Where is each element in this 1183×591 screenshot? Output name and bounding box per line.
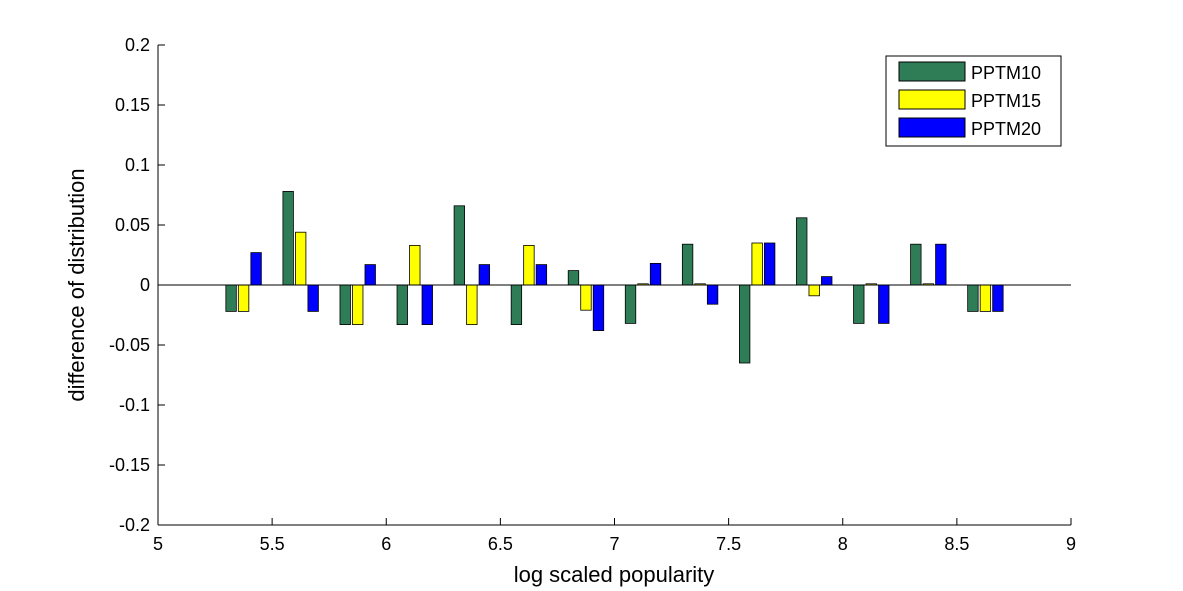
- x-tick-label: 7.5: [716, 534, 741, 554]
- bar-pptm10-11: [853, 284, 865, 324]
- bar-pptm20-0: [250, 252, 262, 286]
- bar-pptm10-12: [910, 243, 922, 286]
- bar-pptm10-3: [396, 284, 408, 325]
- y-tick-label: 0.05: [115, 215, 150, 235]
- x-tick-label: 8.5: [944, 534, 969, 554]
- bar-pptm20-11: [878, 284, 890, 324]
- bar-pptm10-7: [624, 284, 637, 324]
- bar-pptm10-4: [453, 205, 465, 286]
- x-tick-label: 5.5: [260, 534, 285, 554]
- legend: PPTM10 PPTM15 PPTM20: [885, 55, 1062, 147]
- bar-pptm10-8: [681, 243, 694, 286]
- y-tick-label: 0: [140, 275, 150, 295]
- bar-pptm10-2: [339, 284, 351, 325]
- legend-item-pptm15: PPTM15: [898, 89, 1041, 111]
- y-tick-label: -0.2: [119, 515, 150, 535]
- legend-label-pptm10: PPTM10: [971, 63, 1041, 83]
- legend-item-pptm20: PPTM20: [898, 117, 1041, 139]
- x-tick-label: 6: [381, 534, 391, 554]
- bar-pptm20-1: [307, 284, 319, 312]
- legend-label-pptm20: PPTM20: [971, 119, 1041, 139]
- y-tick-label: -0.05: [109, 335, 150, 355]
- x-tick-label: 9: [1066, 534, 1076, 554]
- bar-pptm15-1: [295, 231, 307, 286]
- bar-pptm15-2: [352, 284, 364, 325]
- y-tick-label: 0.2: [125, 35, 150, 55]
- bar-pptm10-1: [282, 190, 294, 286]
- bar-pptm10-9: [739, 284, 751, 364]
- y-tick-label: 0.15: [115, 95, 150, 115]
- bar-pptm20-8: [706, 284, 719, 305]
- legend-label-pptm15: PPTM15: [971, 91, 1041, 111]
- bar-pptm15-10: [808, 284, 820, 297]
- bar-pptm10-0: [225, 284, 237, 312]
- bar-pptm20-10: [821, 276, 833, 286]
- bar-pptm20-12: [935, 243, 947, 286]
- bar-pptm20-13: [992, 284, 1004, 312]
- bar-pptm15-13: [979, 284, 992, 312]
- y-tick-label: 0.1: [125, 155, 150, 175]
- y-tick-label: -0.1: [119, 395, 150, 415]
- bar-pptm10-10: [796, 217, 808, 286]
- bar-pptm15-0: [237, 284, 250, 312]
- bar-pptm15-6: [580, 284, 592, 311]
- y-ticks-group: -0.2 -0.15 -0.1 -0.05 0 0.05 0.1 0.15 0.2: [109, 35, 165, 535]
- x-tick-label: 6.5: [488, 534, 513, 554]
- bar-pptm20-3: [421, 284, 433, 325]
- legend-swatch-pptm10: [898, 61, 966, 82]
- bar-pptm15-3: [409, 244, 421, 286]
- bar-pptm20-6: [592, 284, 605, 331]
- y-axis-title: difference of distribution: [64, 168, 89, 401]
- bar-pptm15-9: [751, 242, 763, 286]
- x-ticks-group: 5 5.5 6 6.5 7 7.5 8 8.5 9: [153, 518, 1076, 554]
- bar-pptm20-4: [478, 264, 490, 286]
- bar-pptm15-5: [523, 244, 535, 286]
- x-tick-label: 7: [609, 534, 619, 554]
- bar-pptm20-5: [535, 264, 548, 286]
- y-tick-label: -0.15: [109, 455, 150, 475]
- bar-pptm20-9: [764, 242, 776, 286]
- bar-pptm10-6: [567, 270, 580, 286]
- bar-pptm20-2: [364, 264, 376, 286]
- bar-pptm15-4: [466, 284, 478, 325]
- bar-pptm10-13: [967, 284, 979, 312]
- x-axis-title: log scaled popularity: [514, 562, 715, 587]
- legend-swatch-pptm15: [898, 89, 966, 110]
- x-tick-label: 5: [153, 534, 163, 554]
- legend-item-pptm10: PPTM10: [898, 61, 1041, 83]
- x-tick-label: 8: [838, 534, 848, 554]
- bar-pptm10-5: [510, 284, 523, 325]
- legend-swatch-pptm20: [898, 117, 966, 138]
- bar-pptm20-7: [649, 262, 662, 286]
